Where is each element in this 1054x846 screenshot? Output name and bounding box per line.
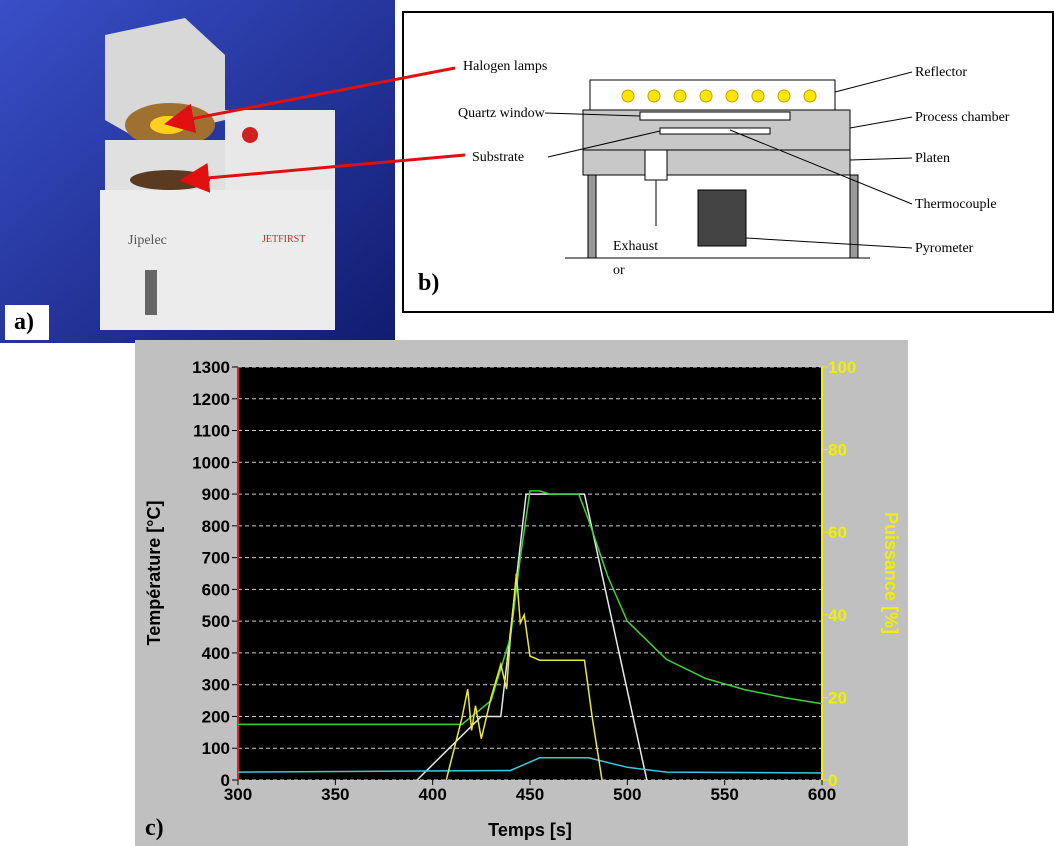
- y-tick-label: 1100: [193, 422, 230, 441]
- model: JETFIRST: [262, 234, 305, 245]
- data-line: [238, 490, 823, 726]
- leg: [849, 174, 859, 259]
- label: Reflector: [915, 65, 967, 80]
- label: Exhaust: [613, 239, 658, 254]
- panel-c: c) Temps [s] Température [°C] Puissance …: [135, 340, 908, 846]
- x-tick-label: 550: [710, 785, 738, 804]
- y2-axis-label: Puissance [%]: [881, 512, 901, 634]
- label: Halogen lamps: [463, 59, 547, 74]
- exhaust: [644, 149, 668, 181]
- platen: [582, 149, 851, 176]
- x-tick-label: 600: [808, 785, 836, 804]
- y2-tick-label: 60: [828, 523, 847, 542]
- y-tick-label: 400: [202, 644, 230, 663]
- y-tick-label: 600: [202, 580, 230, 599]
- panel-label: c): [145, 815, 164, 841]
- panel-label: a): [14, 309, 34, 335]
- x-axis-label: Temps [s]: [488, 820, 572, 840]
- label: Pyrometer: [915, 241, 974, 256]
- y-tick-label: 300: [202, 676, 230, 695]
- y2-tick-label: 20: [828, 688, 847, 707]
- y-tick-label: 1300: [192, 358, 230, 377]
- y-tick-label: 800: [202, 517, 230, 536]
- label: Quartz window: [458, 106, 546, 121]
- x-tick-label: 450: [516, 785, 544, 804]
- x-tick-label: 400: [418, 785, 446, 804]
- label: Platen: [915, 151, 950, 166]
- plot-area: [238, 367, 822, 780]
- machine-base: [100, 190, 335, 330]
- x-tick-label: 350: [321, 785, 349, 804]
- flowmeter: [145, 270, 157, 315]
- quartz-window: [639, 111, 791, 121]
- arrow: [179, 153, 466, 193]
- y-tick-label: 1200: [192, 390, 230, 409]
- pyrometer: [697, 189, 747, 247]
- brand: Jipelec: [128, 233, 167, 248]
- label: or: [613, 263, 625, 278]
- y-tick-label: 100: [202, 739, 230, 758]
- panel-label: b): [418, 270, 439, 296]
- y-tick-label: 500: [202, 612, 230, 631]
- stop-button: [242, 127, 258, 143]
- arrow: [164, 66, 456, 134]
- label-box: [5, 305, 49, 340]
- x-tick-label: 500: [613, 785, 641, 804]
- y-tick-label: 0: [221, 771, 230, 790]
- y-tick-label: 900: [202, 485, 230, 504]
- substrate: [659, 127, 771, 135]
- label: Substrate: [472, 150, 524, 165]
- y2-tick-label: 0: [828, 771, 837, 790]
- x-tick-label: 300: [224, 785, 252, 804]
- panel-a: Jipelec JETFIRST a): [0, 0, 395, 343]
- y-tick-label: 1000: [192, 453, 230, 472]
- data-line: [445, 573, 603, 781]
- label: Process chamber: [915, 110, 1010, 125]
- lamps: [150, 116, 186, 134]
- y-axis-label: Température [°C]: [144, 501, 164, 646]
- data-line: [237, 757, 823, 774]
- y-tick-label: 700: [202, 549, 230, 568]
- y2-tick-label: 100: [828, 358, 856, 377]
- panel-b: Halogen lamps Quartz window Substrate Ex…: [402, 11, 1054, 313]
- leg: [587, 174, 597, 259]
- y-tick-label: 200: [202, 707, 230, 726]
- label: Thermocouple: [915, 197, 997, 212]
- y2-tick-label: 80: [828, 441, 847, 460]
- y2-tick-label: 40: [828, 606, 847, 625]
